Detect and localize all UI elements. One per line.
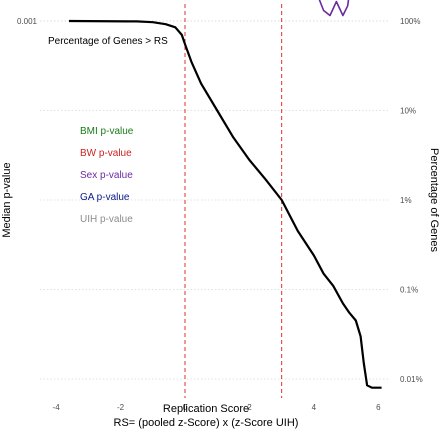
- y-right-tick-label: 1%: [400, 196, 412, 205]
- legend: BMI p-value BW p-value Sex p-value GA p-val…: [80, 126, 134, 225]
- y-left-tick-label: 0.001: [17, 17, 38, 26]
- series-line: [318, 0, 350, 17]
- y-axis-right-title: Percentage of Genes: [428, 148, 439, 252]
- grid: [40, 20, 388, 380]
- legend-item: GA p-value: [80, 192, 130, 203]
- x-tick-label: -2: [117, 403, 125, 412]
- threshold-lines: [184, 4, 283, 398]
- y-right-tick-label: 0.1%: [400, 286, 418, 295]
- legend-item: UIH p-value: [80, 214, 133, 225]
- x-tick-label: 4: [312, 403, 317, 412]
- y-right-tick-label: 0.01%: [400, 375, 423, 384]
- y-right-tick-label: 100%: [400, 17, 420, 26]
- legend-item: BW p-value: [80, 148, 132, 159]
- y-right-tick-label: 10%: [400, 107, 416, 116]
- x-tick-label: 6: [376, 403, 381, 412]
- series-lines: [68, 0, 382, 389]
- series-line: [68, 19, 382, 389]
- x-tick-label: 2: [247, 403, 252, 412]
- x-axis-title: Replication Score: [163, 403, 249, 415]
- axis-ticks: 0.0010.010.050.11100%10%1%0.1%0.01%-4-20…: [17, 17, 423, 412]
- x-tick-label: -4: [53, 403, 61, 412]
- legend-item: Sex p-value: [80, 170, 133, 181]
- legend-item: BMI p-value: [80, 126, 134, 137]
- x-tick-label: 0: [183, 403, 188, 412]
- y-axis-left-title: Median p-value: [1, 162, 13, 237]
- annotation-label: Percentage of Genes > RS: [48, 36, 168, 47]
- x-axis-title-2: RS= (pooled z-Score) x (z-Score UIH): [114, 417, 299, 429]
